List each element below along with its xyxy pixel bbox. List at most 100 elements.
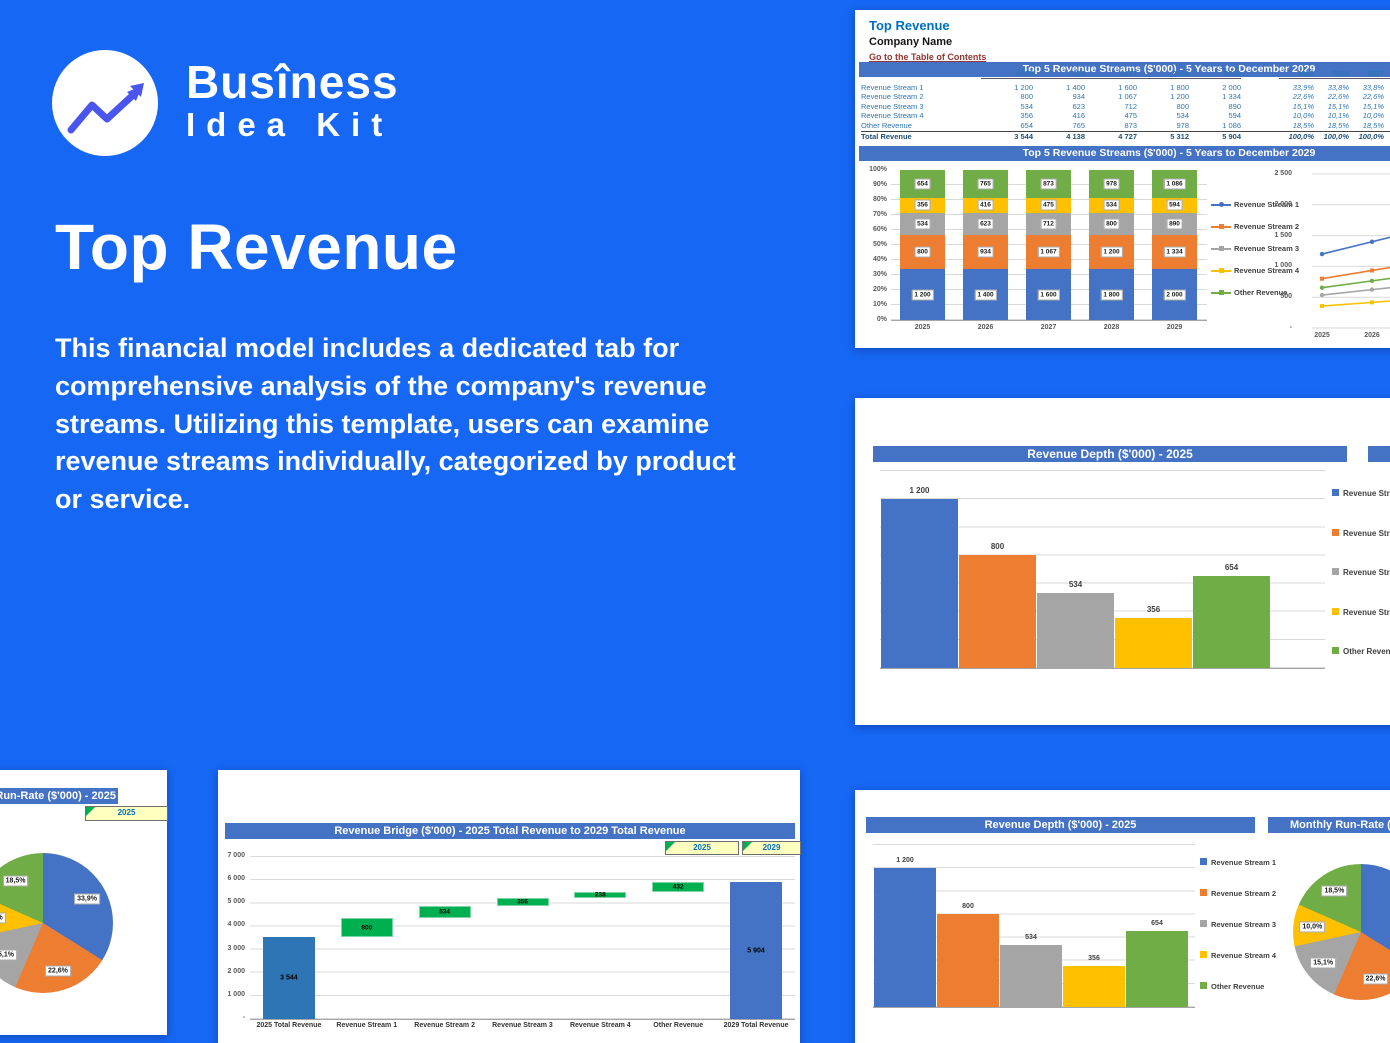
y-tick: 1 000	[1274, 262, 1292, 270]
table-cell: 15,1%	[1362, 101, 1384, 111]
bar-value-label: 594	[1166, 199, 1183, 211]
waterfall-bar: 238	[574, 892, 627, 899]
table-cell	[1241, 69, 1279, 79]
table-cell: 100,0%	[1323, 132, 1349, 141]
legend-item: Revenue Stream 4	[1200, 945, 1276, 963]
depth-bar	[874, 868, 936, 1007]
table-cell: 1 400	[1066, 83, 1085, 92]
y-tick: 2 000	[227, 967, 245, 975]
table-cell: 2028	[1384, 69, 1390, 79]
bar-value-label: 5 904	[747, 947, 765, 955]
table-cell: 33,8%	[1327, 83, 1349, 92]
depth-bar	[1063, 965, 1125, 1007]
table-cell: Other Revenue	[861, 120, 912, 130]
table-cell: Revenue Stream 1	[861, 83, 924, 92]
table-cell: 10,0%	[1292, 111, 1314, 121]
legend-marker	[1332, 489, 1339, 496]
brand-logo	[52, 50, 158, 156]
legend-item: Revenue Stream 2	[1332, 523, 1390, 541]
panel-top-revenue-sheet: Top Revenue Company Name Go to the Table…	[855, 10, 1390, 348]
legend-marker	[1211, 267, 1231, 273]
table-cell: 934	[1072, 92, 1085, 102]
table-cell: Revenue Stream 4	[861, 111, 924, 121]
y-tick: 20%	[872, 286, 887, 293]
bar-value-label: 3 544	[280, 974, 298, 982]
y-tick: 70%	[872, 211, 887, 218]
waterfall-chart: 3 544 800 534 356 238 432 5 904	[250, 856, 795, 1020]
y-tick: 1 500	[1274, 231, 1292, 239]
table-cell: 475	[1124, 111, 1137, 121]
waterfall-bar: 800	[340, 918, 393, 937]
legend-marker	[1332, 568, 1339, 575]
y-tick: -	[1289, 324, 1292, 331]
bar-value-label: 1 086	[1163, 178, 1186, 190]
y-tick: 2 000	[1274, 200, 1292, 208]
legend-item: Revenue Stream 1	[1200, 852, 1276, 870]
bar-segment: 534	[1089, 197, 1134, 213]
table-cell: 654	[1020, 120, 1033, 130]
bridge-title-bar: Revenue Bridge ($'000) - 2025 Total Reve…	[225, 823, 795, 839]
table-row: Revenue Stream 4 356 416 475 534 594 10,0% 10,1…	[861, 111, 1390, 121]
y-tick: 60%	[872, 226, 887, 233]
legend-label: Revenue Stream 3	[1343, 568, 1390, 577]
table-cell: 15,1%	[1327, 101, 1349, 111]
year-filter-dropdown[interactable]: 2025	[85, 806, 168, 821]
legend-item: Revenue Stream 1	[1332, 483, 1390, 501]
toc-link[interactable]: Go to the Table of Contents	[869, 52, 987, 62]
bar-segment: 765	[963, 170, 1008, 198]
bar-value-label: 2 000	[1163, 289, 1186, 301]
table-cell: 416	[1072, 111, 1085, 121]
stacked-bar: 1 200 800 534 356 654	[900, 170, 945, 320]
y-tick: 100%	[869, 166, 887, 173]
bar-segment: 1 334	[1152, 235, 1197, 270]
table-cell: 22,6%	[1362, 92, 1384, 102]
y-tick: 50%	[872, 241, 887, 248]
bar-segment: 594	[1152, 197, 1197, 213]
bridge-filter-2029[interactable]: 2029	[742, 841, 801, 855]
x-tick: 2027	[1040, 324, 1057, 331]
table-cell: Revenue Stream 3	[861, 101, 924, 111]
y-tick: 90%	[872, 181, 887, 188]
bar-value-label: 356	[1088, 954, 1100, 962]
table-cell: 100,0%	[1384, 132, 1390, 142]
legend-label: Revenue Stream 4	[1343, 607, 1390, 617]
table-cell: 1 600	[1118, 83, 1137, 92]
table-cell: 10,0%	[1362, 111, 1384, 121]
legend-marker	[1332, 647, 1339, 654]
bar-segment: 534	[900, 212, 945, 236]
table-cell: 623	[1072, 101, 1085, 111]
bar-value-label: 934	[977, 246, 994, 258]
bar-segment: 2 000	[1152, 269, 1197, 320]
depth-mini-title-bar: Revenue Depth ($'000) - 2025	[866, 817, 1255, 833]
legend-item: Revenue Stream 1	[1211, 196, 1299, 209]
depth-bar	[937, 914, 999, 1007]
table-cell: 22,6%	[1327, 92, 1349, 102]
table-cell: Revenue Stream 2	[861, 92, 924, 102]
bar-segment: 1 086	[1152, 170, 1197, 198]
stacked-bar: 1 400 934 623 416 765	[963, 170, 1008, 320]
bar-value-label: 1 200	[911, 289, 934, 301]
bar-value-label: 1 200	[909, 486, 930, 496]
legend-item: Other Revenue	[1211, 284, 1299, 297]
depth-bar	[1000, 945, 1062, 1007]
table-row: Revenue Stream 1 1 200 1 400 1 600 1 800 2 00…	[861, 83, 1390, 93]
bar-value-label: 432	[672, 883, 684, 891]
bar-value-label: 800	[1103, 218, 1120, 230]
legend-label: Other Revenue	[1234, 288, 1288, 298]
x-tick: 2026	[977, 324, 994, 331]
bar-value-label: 1 200	[896, 857, 914, 865]
adjacent-title-bar-cut	[1368, 446, 1390, 462]
pie-slice-label: 15,1%	[1310, 957, 1337, 969]
sheet-title: Top Revenue	[869, 18, 950, 33]
bar-segment: 1 600	[1026, 269, 1071, 320]
table-row: Revenue Stream 2 800 934 1 067 1 200 1 334 22,…	[861, 92, 1390, 102]
pie-slice-label: 10,0%	[0, 912, 6, 924]
bar-segment: 1 067	[1026, 235, 1071, 270]
table-cell: 2029	[1189, 69, 1241, 79]
bridge-filter-2025[interactable]: 2025	[665, 841, 739, 855]
bar-value-label: 1 800	[1100, 289, 1123, 301]
bar-segment: 356	[900, 197, 945, 213]
bar-value-label: 534	[914, 218, 931, 230]
y-tick: 4 000	[227, 921, 245, 929]
depth-mini-bar-chart: 1 200 800 534 356 654	[873, 844, 1195, 1008]
